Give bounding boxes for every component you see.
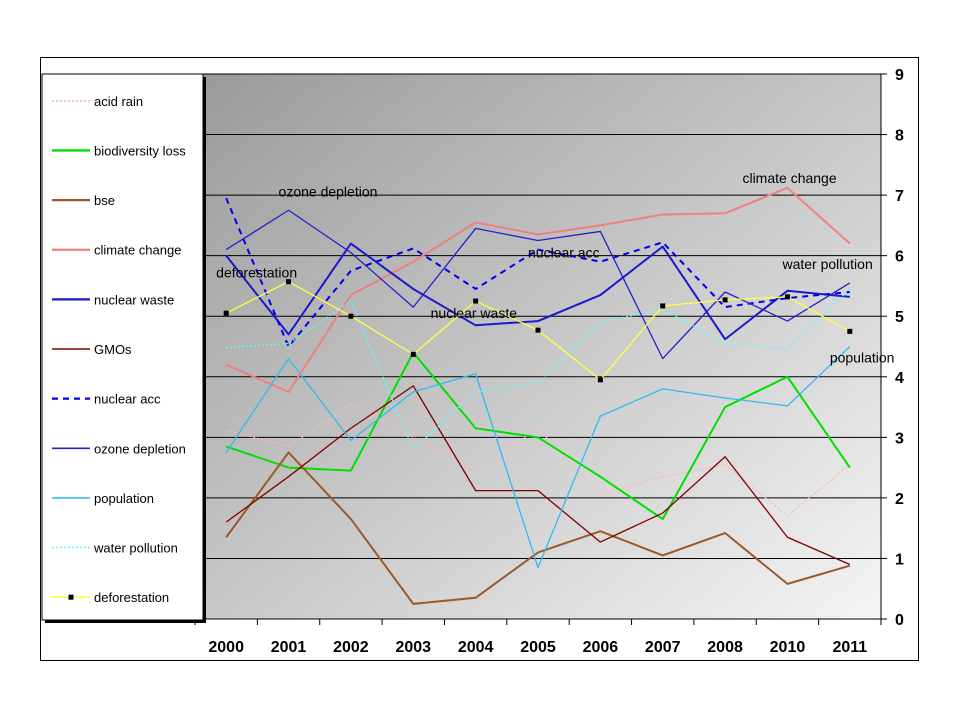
annotation-label: deforestation [216,265,297,281]
series-bse [225,451,851,605]
legend-label: population [94,491,154,506]
series-water-pollution [226,288,851,451]
y-tick-label: 6 [895,249,904,266]
series-layer [223,186,853,605]
data-point [722,297,728,303]
y-tick-label: 3 [895,430,904,447]
series-biodiversity-loss [225,351,851,521]
y-tick-label: 9 [895,67,904,84]
y-tick-label: 0 [895,612,904,629]
legend-label: water pollution [93,541,178,556]
annotation-label: nuclear waste [431,305,518,321]
annotation-label: population [830,350,895,366]
series-line [226,288,851,451]
annotation-label: nuclear acc [528,245,600,261]
legend-label: nuclear acc [94,392,161,407]
series-population [225,346,851,569]
x-tick-label: 2008 [707,639,743,656]
series-line [225,186,851,393]
series-deforestation [223,279,853,383]
data-point [348,313,354,319]
legend-box [41,73,204,621]
data-point [535,327,541,333]
legend-label: acid rain [94,94,143,109]
data-point [223,310,229,316]
data-point [597,377,603,383]
series-line [225,242,850,341]
series-ozone-depletion [225,209,851,360]
series-gmos [225,385,851,566]
y-tick-label: 2 [895,491,904,508]
x-tick-label: 2011 [832,639,867,656]
series-line [225,346,851,569]
x-tick-label: 2005 [520,639,556,656]
series-climate-change [225,186,851,393]
series-line [225,209,851,360]
axes: 0 1 2 3 4 5 6 7 8 9 2000 2001 2002 2003 2004 2005 2006 20… [194,67,904,656]
x-tick-label: 2003 [395,639,431,656]
data-point [847,328,853,334]
x-tick-label: 2004 [458,639,494,656]
y-tick-label: 1 [895,551,904,568]
gridlines [195,73,881,559]
series-nuclear-waste [225,242,850,341]
legend: acid rain biodiversity loss bse climate cha… [41,73,206,623]
data-point [410,351,416,357]
series-line [225,385,851,566]
y-tick-label: 7 [895,188,904,205]
series-line [225,197,850,348]
annotation-label: ozone depletion [279,183,378,199]
series-nuclear-acc [225,197,850,348]
legend-marker [68,594,74,600]
legend-label: climate change [94,243,181,258]
data-point [473,298,479,304]
x-tick-label: 2007 [645,639,681,656]
series-line [225,451,851,605]
x-tick-label: 2001 [271,639,307,656]
legend-label: deforestation [94,590,169,605]
line-chart: 0 1 2 3 4 5 6 7 8 9 2000 2001 2002 2003 2004 2005 2006 20… [41,67,904,656]
legend-label: nuclear waste [94,292,174,307]
data-point [660,303,666,309]
x-tick-label: 2002 [333,639,369,656]
legend-label: ozone depletion [94,441,186,456]
x-tick-label: 2006 [583,639,619,656]
series-acid-rain [226,403,851,517]
y-tick-label: 8 [895,128,904,145]
plot-area [195,74,881,619]
annotation-layer: ozone depletion deforestation nuclear acc n… [216,170,894,366]
x-tick-label: 2000 [208,639,244,656]
legend-label: GMOs [94,342,132,357]
annotation-label: water pollution [781,256,872,272]
y-tick-label: 5 [895,309,904,326]
legend-label: biodiversity loss [94,143,186,158]
data-point [784,294,790,300]
annotation-label: climate change [742,170,836,186]
x-tick-label: 2010 [770,639,806,656]
data-point [286,279,292,285]
series-line [226,403,851,517]
y-tick-label: 4 [895,370,904,387]
chart-frame: 0 1 2 3 4 5 6 7 8 9 2000 2001 2002 2003 2004 2005 2006 20… [40,57,919,661]
series-line [225,351,851,521]
legend-label: bse [94,193,115,208]
